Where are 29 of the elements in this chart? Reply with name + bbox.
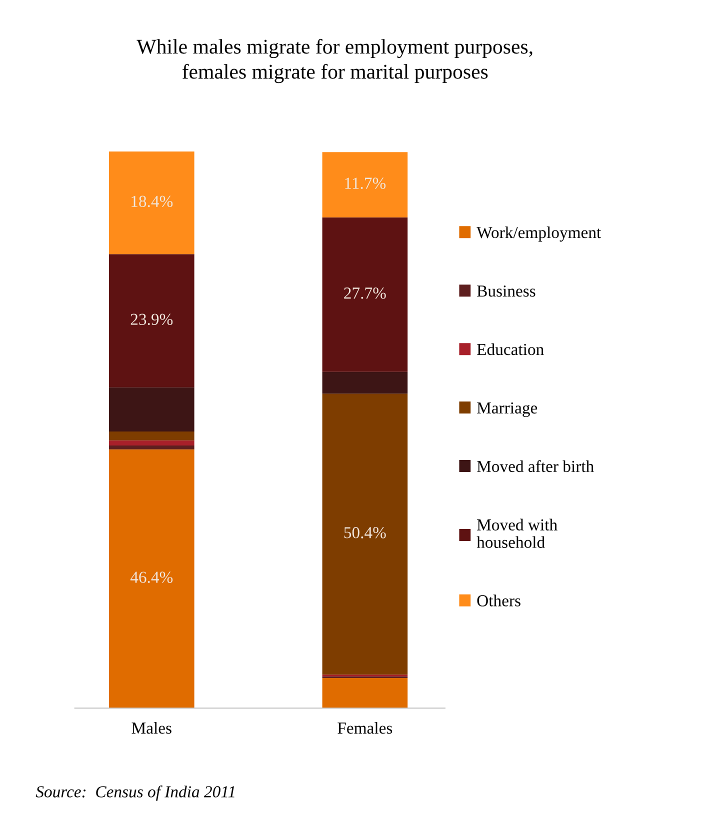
legend-label: Moved after birth — [477, 460, 594, 472]
x-tick-label: Females — [338, 722, 392, 734]
chart-title: While males migrate for employment purposes, females migrate for marital purposes — [136, 38, 532, 84]
legend-label: Work/employment — [476, 226, 602, 242]
legend-label: Education — [477, 343, 544, 356]
legend-label: Others — [477, 594, 520, 606]
legend-label: Marriage — [477, 402, 538, 417]
bar — [108, 440, 194, 446]
bar — [108, 152, 194, 254]
bar — [108, 445, 194, 450]
bar — [108, 449, 194, 708]
bar — [322, 394, 408, 675]
bar — [108, 387, 194, 432]
legend-label: Moved with household — [476, 518, 558, 548]
data-label: 50.4% — [344, 527, 386, 538]
bar — [322, 678, 408, 708]
data-label: 11.7% — [345, 178, 386, 189]
x-tick-label: Males — [132, 722, 172, 734]
legend-label: Business — [477, 285, 536, 297]
bar — [108, 431, 194, 440]
data-label: 46.4% — [130, 572, 173, 583]
bar — [322, 152, 408, 218]
data-label: 27.7% — [344, 288, 386, 299]
bar — [322, 217, 408, 372]
data-label: 18.4% — [132, 196, 173, 208]
data-label: 23.9% — [130, 314, 173, 326]
source-note: Source: Census of India 2011 — [36, 786, 234, 801]
bar — [108, 254, 194, 388]
bar — [322, 372, 408, 394]
